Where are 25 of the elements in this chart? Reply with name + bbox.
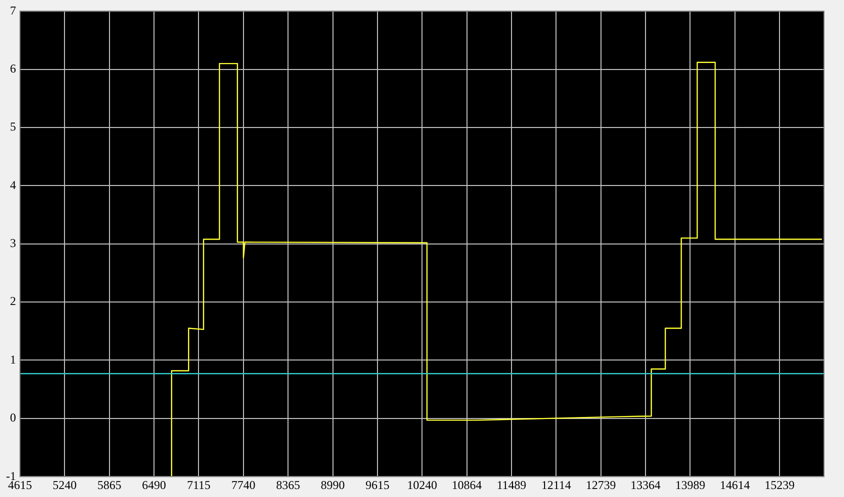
y-tick-label: 5 [10, 120, 16, 134]
y-tick-label: 7 [10, 3, 16, 18]
x-tick-label: 6490 [142, 478, 166, 492]
x-tick-label: 7740 [231, 478, 256, 492]
x-tick-label: 11489 [496, 478, 526, 492]
x-tick-label: 7115 [186, 478, 211, 492]
x-tick-label: 13364 [630, 478, 661, 492]
x-tick-label: 12739 [586, 478, 616, 492]
y-tick-label: 1 [10, 352, 16, 366]
x-tick-label: 10240 [407, 478, 438, 492]
x-tick-label: 8990 [320, 478, 345, 492]
y-tick-label: 2 [10, 294, 16, 308]
x-tick-label: 14614 [720, 478, 750, 492]
x-tick-label: 8365 [276, 478, 300, 492]
y-tick-label: 3 [10, 236, 16, 250]
y-tick-label: 6 [10, 62, 16, 76]
y-tick-label: 0 [10, 410, 16, 425]
y-tick-label: 4 [10, 178, 16, 192]
x-tick-label: 5865 [97, 478, 122, 492]
x-tick-label: 9615 [365, 478, 390, 492]
x-tick-label: 5240 [52, 478, 77, 492]
x-tick-label: 10864 [452, 478, 482, 492]
x-tick-label: 13989 [675, 478, 706, 492]
x-tick-label: 12114 [541, 478, 571, 492]
x-tick-label: 15239 [764, 478, 795, 492]
